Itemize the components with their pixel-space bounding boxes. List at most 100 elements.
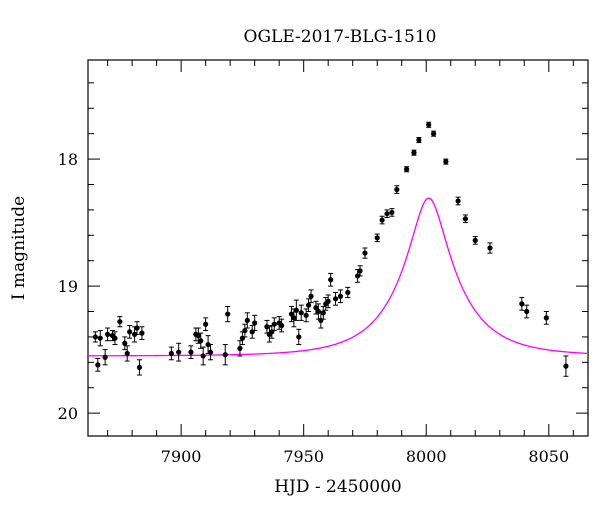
data-point: [430, 130, 437, 137]
point-marker: [315, 308, 321, 315]
data-point: [168, 346, 174, 361]
data-point: [332, 291, 339, 306]
point-marker: [487, 245, 493, 251]
point-marker: [389, 209, 395, 216]
point-marker: [124, 350, 130, 357]
data-point: [472, 236, 478, 245]
point-marker: [416, 137, 422, 143]
data-point: [328, 272, 334, 287]
y-axis-label: I magnitude: [9, 196, 29, 300]
data-point: [92, 331, 98, 343]
data-point: [374, 233, 380, 243]
point-marker: [95, 362, 101, 368]
axis-ticks: [88, 60, 588, 436]
point-marker: [136, 364, 143, 371]
point-marker: [308, 293, 314, 299]
chart-title: OGLE-2017-BLG-1510: [244, 27, 437, 47]
point-marker: [188, 349, 194, 355]
x-tick-label: 8050: [528, 447, 569, 466]
point-marker: [332, 296, 339, 302]
point-marker: [207, 349, 214, 355]
data-point: [563, 355, 569, 377]
x-tick-label: 7950: [283, 447, 324, 466]
point-marker: [271, 321, 277, 327]
data-point: [443, 158, 449, 165]
data-point: [308, 289, 314, 304]
point-marker: [112, 335, 118, 341]
data-point: [102, 349, 108, 366]
data-point: [271, 317, 277, 332]
point-marker: [168, 350, 174, 357]
data-point: [122, 336, 128, 351]
point-marker: [472, 237, 478, 243]
point-marker: [203, 321, 209, 327]
data-point: [487, 242, 493, 254]
point-marker: [117, 319, 123, 325]
point-marker: [303, 312, 309, 318]
data-point: [249, 324, 255, 339]
data-point: [176, 342, 182, 362]
point-marker: [325, 298, 331, 304]
point-marker: [298, 310, 304, 316]
data-point: [462, 214, 469, 224]
point-marker: [293, 307, 299, 313]
point-marker: [426, 122, 432, 128]
data-point: [416, 136, 422, 144]
point-marker: [345, 289, 351, 296]
point-marker: [296, 334, 302, 340]
point-marker: [200, 353, 206, 359]
point-marker: [318, 317, 324, 324]
data-point: [379, 215, 385, 225]
model-layer: [88, 197, 588, 357]
data-point: [524, 304, 530, 319]
data-point: [112, 331, 118, 346]
y-tick-label: 18: [58, 150, 78, 169]
point-marker: [97, 335, 103, 341]
point-marker: [252, 320, 258, 326]
data-point: [293, 299, 299, 321]
x-tick-label: 8000: [406, 447, 447, 466]
y-tick-label: 20: [58, 404, 78, 423]
data-point: [404, 166, 410, 173]
data-point: [279, 318, 285, 333]
point-marker: [384, 211, 390, 217]
point-marker: [242, 327, 248, 334]
data-point: [237, 340, 243, 357]
data-point: [203, 317, 209, 332]
point-marker: [411, 150, 417, 156]
data-point: [105, 327, 111, 342]
data-point: [244, 312, 250, 329]
data-point: [252, 314, 258, 332]
data-point: [426, 121, 432, 128]
point-marker: [279, 322, 285, 329]
data-point: [200, 346, 206, 366]
data-point: [95, 358, 101, 372]
model-curve: [88, 197, 588, 357]
y-tick-label: 19: [58, 277, 78, 296]
data-point: [136, 359, 143, 376]
data-point: [394, 185, 400, 194]
x-axis-label: HJD - 2450000: [274, 477, 402, 497]
point-marker: [320, 310, 326, 316]
data-point: [296, 328, 302, 346]
point-marker: [404, 166, 410, 172]
point-marker: [374, 235, 380, 241]
data-point: [207, 344, 214, 361]
data-point: [345, 286, 351, 299]
data-point: [455, 196, 461, 206]
point-marker: [195, 333, 201, 339]
point-marker: [337, 293, 344, 299]
point-marker: [394, 186, 400, 193]
point-marker: [443, 159, 449, 165]
point-marker: [122, 340, 128, 346]
data-point: [315, 303, 321, 320]
data-point: [222, 344, 228, 366]
point-marker: [455, 198, 461, 204]
point-marker: [92, 334, 98, 340]
point-marker: [462, 216, 469, 222]
point-marker: [134, 325, 140, 331]
point-marker: [379, 217, 385, 223]
axis-tick-labels: 7900 7950 8000 8050 18 19 20: [58, 150, 570, 466]
data-point: [543, 311, 549, 325]
